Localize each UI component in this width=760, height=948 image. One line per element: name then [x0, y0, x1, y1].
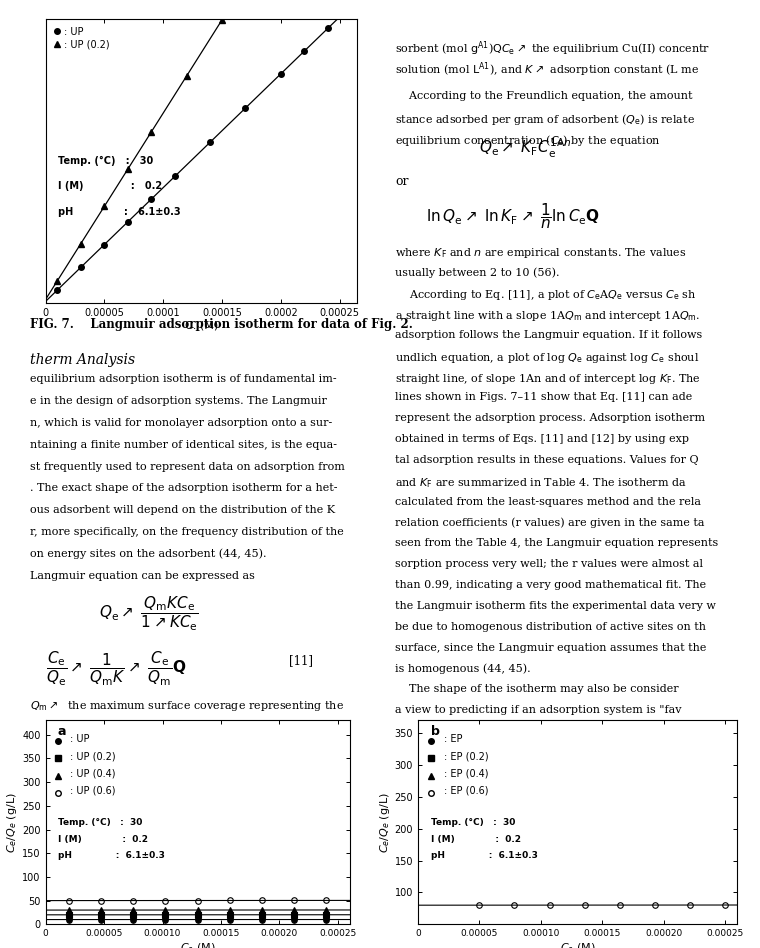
Text: sorption process very well; the r values were almost al: sorption process very well; the r values…	[395, 559, 703, 570]
Text: According to the Freundlich equation, the amount: According to the Freundlich equation, th…	[395, 91, 692, 101]
Text: I (M)             :  0.2: I (M) : 0.2	[58, 834, 147, 844]
Text: usually between 2 to 10 (56).: usually between 2 to 10 (56).	[395, 267, 559, 278]
Text: or: or	[395, 175, 409, 189]
Text: I (M)              :   0.2: I (M) : 0.2	[58, 181, 162, 191]
Text: pH               :   6.1±0.3: pH : 6.1±0.3	[58, 207, 181, 217]
Text: The shape of the isotherm may also be consider: The shape of the isotherm may also be co…	[395, 684, 679, 695]
Text: solution (mol $\mathrm{L}^{\mathrm{A1}}$), and $K \nearrow$ adsorption constant : solution (mol $\mathrm{L}^{\mathrm{A1}}$…	[395, 61, 699, 80]
Text: b: b	[431, 724, 439, 738]
Legend: : UP, : UP (0.2): : UP, : UP (0.2)	[50, 24, 112, 52]
Text: st frequently used to represent data on adsorption from: st frequently used to represent data on …	[30, 462, 345, 472]
Text: $Q_{\mathrm{e}} \nearrow \; \dfrac{Q_{\mathrm{m}} K C_{\mathrm{e}}}{1 \nearrow K: $Q_{\mathrm{e}} \nearrow \; \dfrac{Q_{\m…	[99, 594, 199, 632]
Text: therm Analysis: therm Analysis	[30, 353, 135, 367]
Text: undlich equation, a plot of log $Q_{\mathrm{e}}$ against log $C_{\mathrm{e}}$ sh: undlich equation, a plot of log $Q_{\mat…	[395, 351, 699, 365]
X-axis label: $C_e$ (M): $C_e$ (M)	[179, 941, 216, 948]
Text: equilibrium adsorption isotherm is of fundamental im-: equilibrium adsorption isotherm is of fu…	[30, 374, 337, 385]
Text: ous adsorbent will depend on the distribution of the K: ous adsorbent will depend on the distrib…	[30, 505, 335, 516]
Text: tal adsorption results in these equations. Values for Q: tal adsorption results in these equation…	[395, 455, 699, 465]
Text: be due to homogenous distribution of active sites on th: be due to homogenous distribution of act…	[395, 622, 706, 632]
Text: where $K_{\mathrm{F}}$ and $n$ are empirical constants. The values: where $K_{\mathrm{F}}$ and $n$ are empir…	[395, 246, 686, 261]
Text: surface, since the Langmuir equation assumes that the: surface, since the Langmuir equation ass…	[395, 643, 707, 653]
Text: $Q_{\mathrm{e}} \nearrow \; K_{\mathrm{F}} C_{\mathrm{e}}^{1\mathrm{A}n}$: $Q_{\mathrm{e}} \nearrow \; K_{\mathrm{F…	[479, 137, 572, 159]
Text: on energy sites on the adsorbent (44, 45).: on energy sites on the adsorbent (44, 45…	[30, 549, 267, 559]
Text: sorbent (mol $\mathrm{g}^{\mathrm{A1}}$)$\mathrm{Q}C_{\mathrm{e}} \nearrow$ the : sorbent (mol $\mathrm{g}^{\mathrm{A1}}$)…	[395, 40, 711, 59]
Text: $Q_{\mathrm{m}} \nearrow$  the maximum surface coverage representing the: $Q_{\mathrm{m}} \nearrow$ the maximum su…	[30, 699, 344, 713]
Text: calculated from the least-squares method and the rela: calculated from the least-squares method…	[395, 497, 701, 507]
Text: than 0.99, indicating a very good mathematical fit. The: than 0.99, indicating a very good mathem…	[395, 580, 706, 591]
Text: : UP (0.2): : UP (0.2)	[70, 751, 116, 761]
Text: : EP (0.4): : EP (0.4)	[444, 769, 488, 778]
Text: equilibrium concentration ($C_{\mathrm{e}}$) by the equation: equilibrium concentration ($C_{\mathrm{e…	[395, 133, 660, 148]
Text: FIG. 7.    Langmuir adsorption isotherm for data of Fig. 2.: FIG. 7. Langmuir adsorption isotherm for…	[30, 318, 413, 331]
Text: seen from the Table 4, the Langmuir equation represents: seen from the Table 4, the Langmuir equa…	[395, 538, 718, 549]
Text: : UP: : UP	[70, 734, 90, 744]
Text: Langmuir equation can be expressed as: Langmuir equation can be expressed as	[30, 571, 255, 581]
Text: a: a	[58, 724, 66, 738]
Y-axis label: $C_e/Q_e$ (g/L): $C_e/Q_e$ (g/L)	[378, 792, 391, 853]
Text: the Langmuir isotherm fits the experimental data very w: the Langmuir isotherm fits the experimen…	[395, 601, 716, 611]
Text: : UP (0.4): : UP (0.4)	[70, 769, 116, 778]
Text: Temp. (°C)   :  30: Temp. (°C) : 30	[58, 818, 142, 828]
Text: Temp. (°C)   :   30: Temp. (°C) : 30	[58, 155, 154, 166]
Text: and $K_{\mathrm{F}}$ are summarized in Table 4. The isotherm da: and $K_{\mathrm{F}}$ are summarized in T…	[395, 476, 687, 490]
Text: is homogenous (44, 45).: is homogenous (44, 45).	[395, 664, 530, 674]
Text: e in the design of adsorption systems. The Langmuir: e in the design of adsorption systems. T…	[30, 396, 328, 407]
Text: : EP: : EP	[444, 734, 462, 744]
Text: I (M)             :  0.2: I (M) : 0.2	[431, 834, 521, 844]
Text: : UP (0.6): : UP (0.6)	[70, 786, 116, 795]
Text: adsorption follows the Langmuir equation. If it follows: adsorption follows the Langmuir equation…	[395, 330, 702, 340]
Text: stance adsorbed per gram of adsorbent ($Q_{\mathrm{e}}$) is relate: stance adsorbed per gram of adsorbent ($…	[395, 112, 695, 127]
Text: a view to predicting if an adsorption system is "fav: a view to predicting if an adsorption sy…	[395, 705, 682, 716]
Text: a straight line with a slope 1A$Q_{\mathrm{m}}$ and intercept 1A$Q_{\mathrm{m}}$: a straight line with a slope 1A$Q_{\math…	[395, 309, 701, 323]
Text: relation coefficients (r values) are given in the same ta: relation coefficients (r values) are giv…	[395, 518, 705, 528]
Text: n, which is valid for monolayer adsorption onto a sur-: n, which is valid for monolayer adsorpti…	[30, 418, 333, 428]
Text: According to Eq. [11], a plot of $C_{\mathrm{e}}$A$Q_{\mathrm{e}}$ versus $C_{\m: According to Eq. [11], a plot of $C_{\ma…	[395, 288, 697, 302]
Text: Temp. (°C)   :  30: Temp. (°C) : 30	[431, 818, 515, 828]
Text: pH              :  6.1±0.3: pH : 6.1±0.3	[58, 851, 165, 860]
Text: $\ln Q_{\mathrm{e}} \nearrow \; \ln K_{\mathrm{F}} \nearrow \; \dfrac{1}{n} \ln : $\ln Q_{\mathrm{e}} \nearrow \; \ln K_{\…	[426, 201, 600, 230]
Text: . The exact shape of the adsorption isotherm for a het-: . The exact shape of the adsorption isot…	[30, 483, 338, 494]
Text: straight line, of slope 1An and of intercept log $K_{\mathrm{F}}$. The: straight line, of slope 1An and of inter…	[395, 372, 701, 386]
Text: lines shown in Figs. 7–11 show that Eq. [11] can ade: lines shown in Figs. 7–11 show that Eq. …	[395, 392, 692, 403]
Text: represent the adsorption process. Adsorption isotherm: represent the adsorption process. Adsorp…	[395, 413, 705, 424]
Y-axis label: $C_e/Q_e$ (g/L): $C_e/Q_e$ (g/L)	[5, 792, 19, 853]
Text: ntaining a finite number of identical sites, is the equa-: ntaining a finite number of identical si…	[30, 440, 337, 450]
Text: [11]: [11]	[289, 654, 313, 667]
Text: : EP (0.6): : EP (0.6)	[444, 786, 488, 795]
Text: r, more specifically, on the frequency distribution of the: r, more specifically, on the frequency d…	[30, 527, 344, 538]
X-axis label: $C_e$ (M): $C_e$ (M)	[559, 941, 596, 948]
Text: pH              :  6.1±0.3: pH : 6.1±0.3	[431, 851, 537, 860]
Text: obtained in terms of Eqs. [11] and [12] by using exp: obtained in terms of Eqs. [11] and [12] …	[395, 434, 689, 445]
Text: : EP (0.2): : EP (0.2)	[444, 751, 488, 761]
X-axis label: C. (M): C. (M)	[185, 321, 218, 331]
Text: $\dfrac{C_{\mathrm{e}}}{Q_{\mathrm{e}}} \nearrow \; \dfrac{1}{Q_{\mathrm{m}} K} : $\dfrac{C_{\mathrm{e}}}{Q_{\mathrm{e}}} …	[46, 649, 186, 687]
